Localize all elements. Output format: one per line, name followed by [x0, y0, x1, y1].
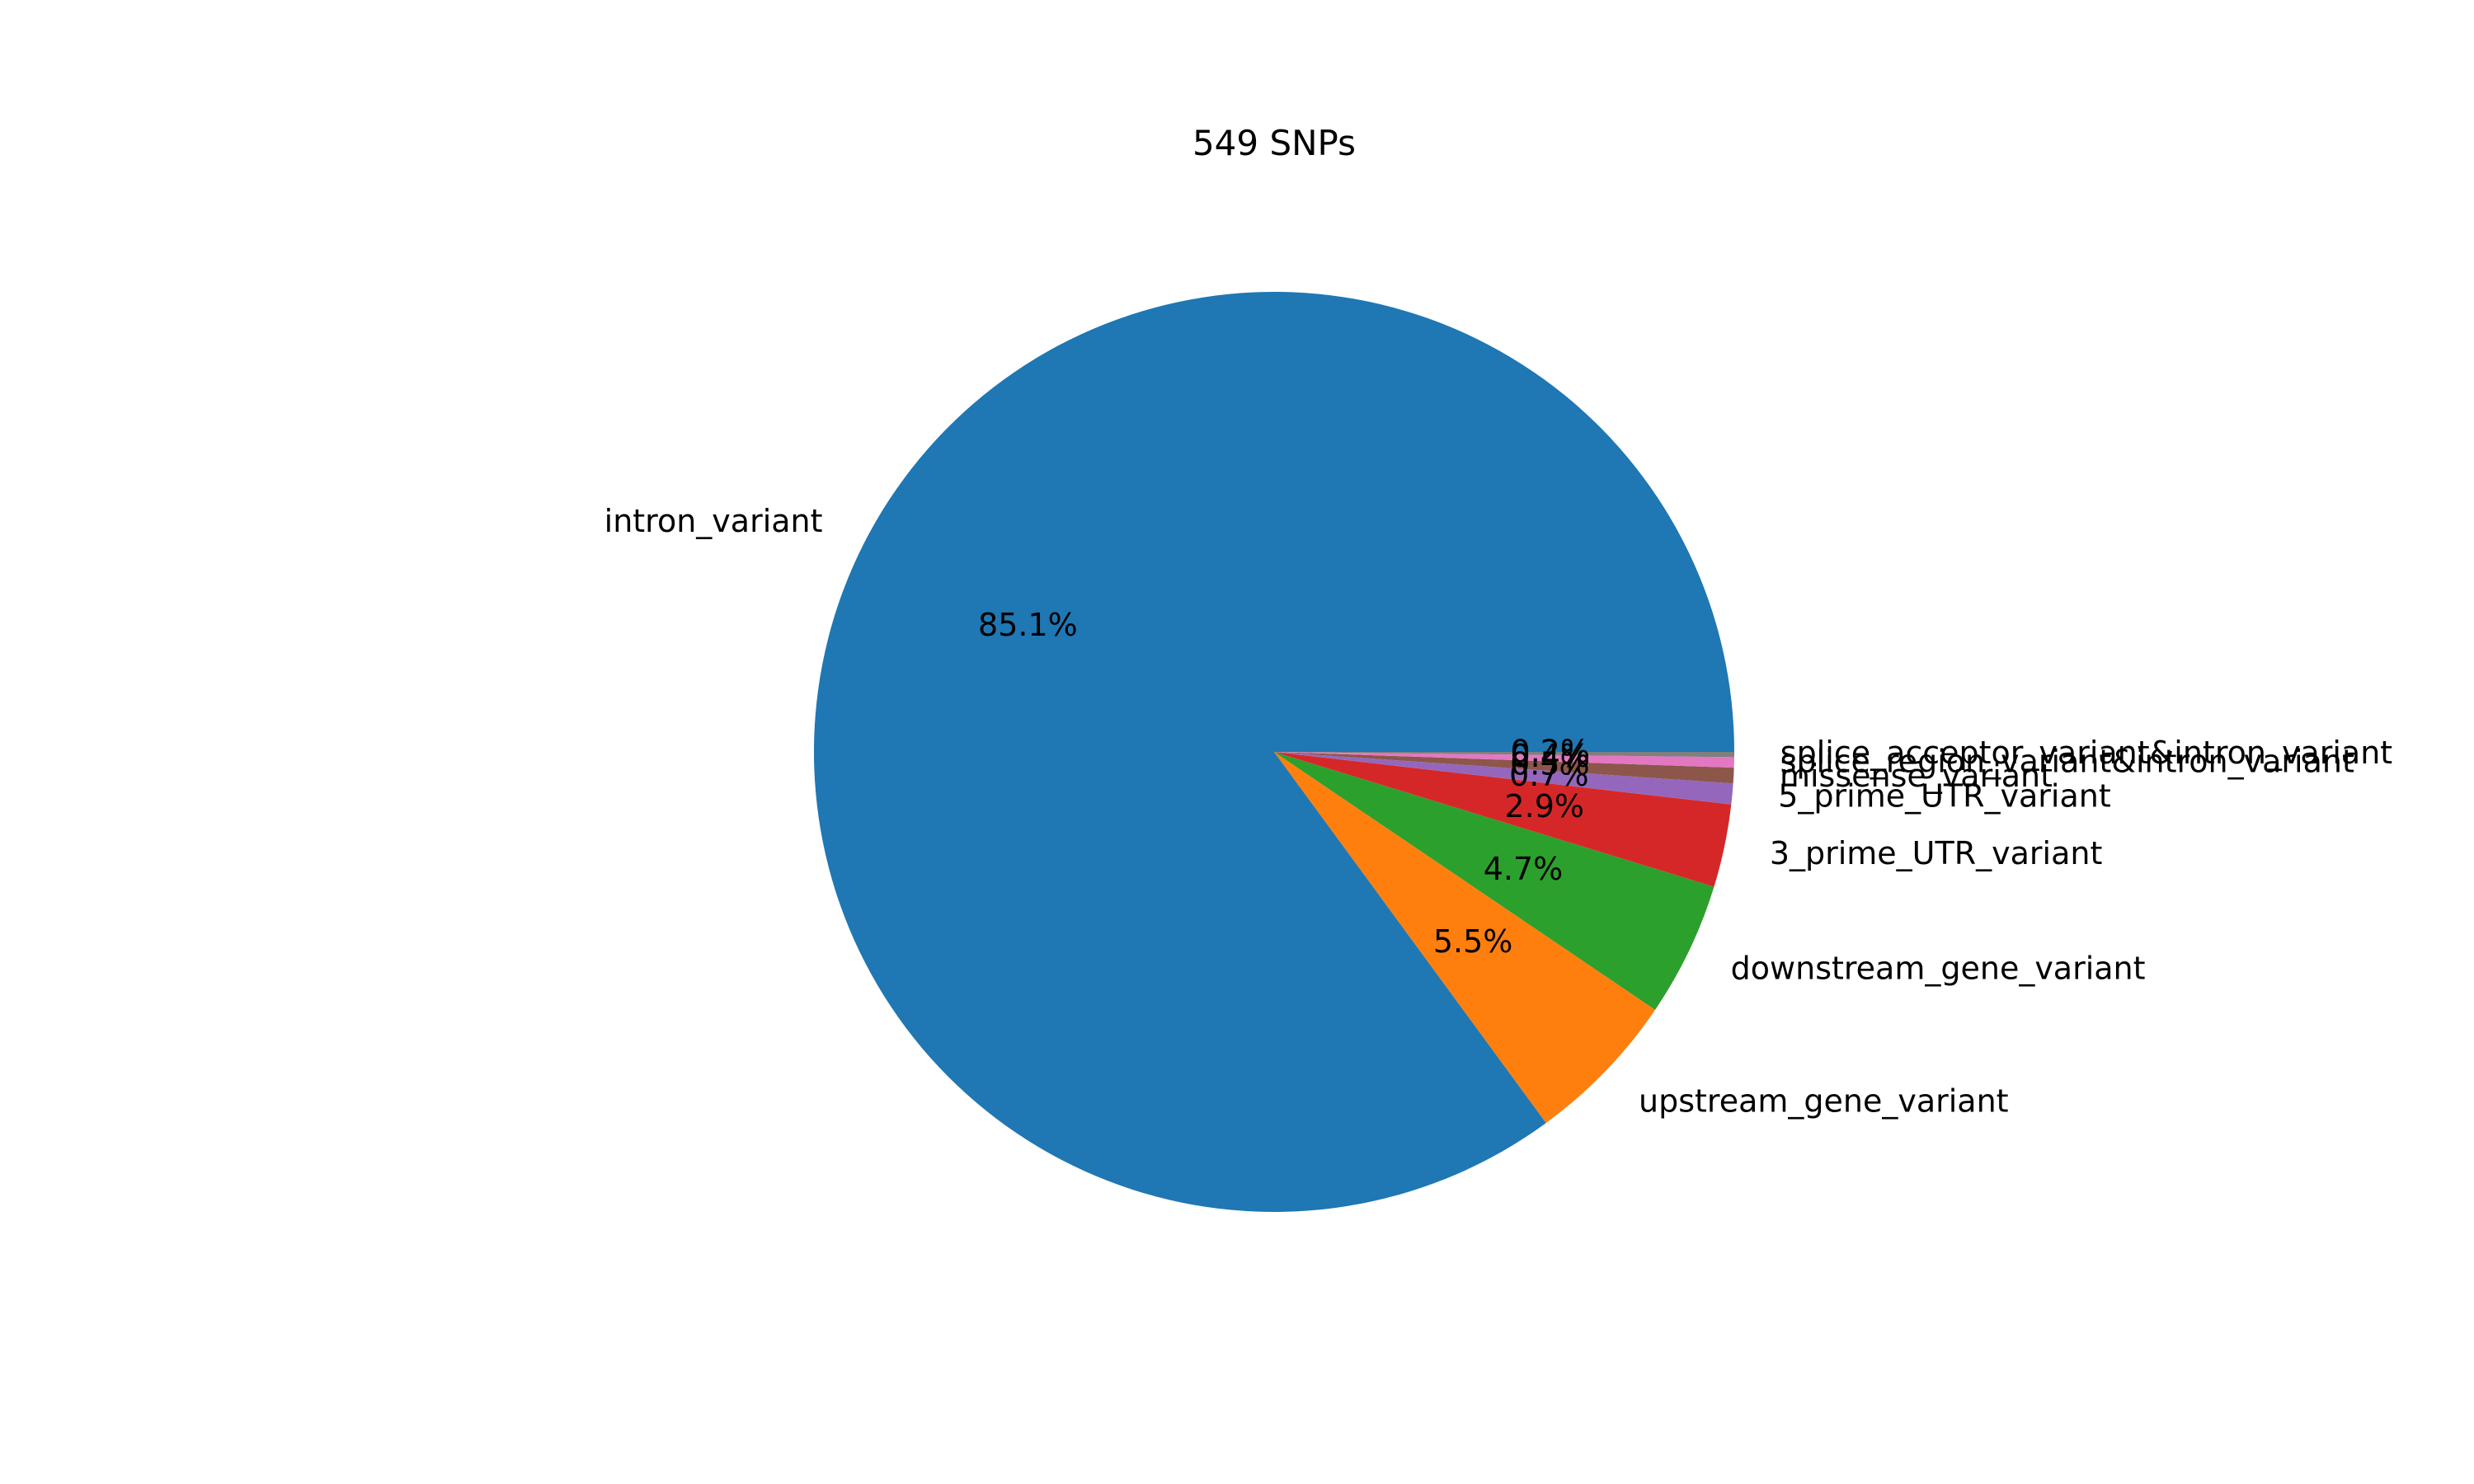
slice-percent-intron-variant: 85.1% — [978, 607, 1078, 643]
pie-slice-splice-region-variant-intron-variant — [1274, 752, 1734, 768]
slice-label-upstream-gene-variant: upstream_gene_variant — [1639, 1082, 2009, 1119]
pie-slices — [814, 292, 1735, 1212]
slice-percent-3-prime-utr-variant: 2.9% — [1504, 788, 1584, 824]
slice-percent-splice-acceptor-variant-intron-variant: 0.2% — [1511, 733, 1591, 769]
slice-label-5-prime-utr-variant: 5_prime_UTR_variant — [1778, 778, 2111, 815]
pie-slice-3-prime-utr-variant — [1274, 752, 1732, 887]
slice-percent-5-prime-utr-variant: 0.7% — [1509, 757, 1589, 793]
slice-label-splice-region-variant-intron-variant: splice_region_variant&intron_variant — [1780, 744, 2354, 780]
slice-label-downstream-gene-variant: downstream_gene_variant — [1731, 950, 2146, 986]
pie-slice-intron-variant — [814, 292, 1735, 1212]
slice-percent-upstream-gene-variant: 5.5% — [1433, 923, 1513, 960]
pie-slice-5-prime-utr-variant — [1274, 752, 1733, 805]
pie-slice-splice-acceptor-variant-intron-variant — [1274, 752, 1734, 758]
slice-label-intron-variant: intron_variant — [604, 503, 823, 539]
slice-percent-missense-variant: 0.5% — [1510, 746, 1590, 782]
chart-title: 549 SNPs — [1192, 123, 1356, 163]
slice-label-3-prime-utr-variant: 3_prime_UTR_variant — [1770, 835, 2103, 871]
slice-label-splice-acceptor-variant-intron-variant: splice_acceptor_variant&intron_variant — [1780, 735, 2392, 771]
pie-labels: intron_variant 85.1% upstream_gene_variant… — [604, 503, 2393, 1119]
pie-slice-upstream-gene-variant — [1274, 752, 1656, 1124]
pie-slice-downstream-gene-variant — [1274, 752, 1714, 1010]
slice-percent-splice-region-variant-intron-variant: 0.4% — [1510, 738, 1590, 774]
slice-percent-downstream-gene-variant: 4.7% — [1484, 851, 1564, 887]
pie-slice-missense-variant — [1274, 752, 1734, 784]
slice-label-missense-variant: missense_variant — [1780, 758, 2053, 794]
